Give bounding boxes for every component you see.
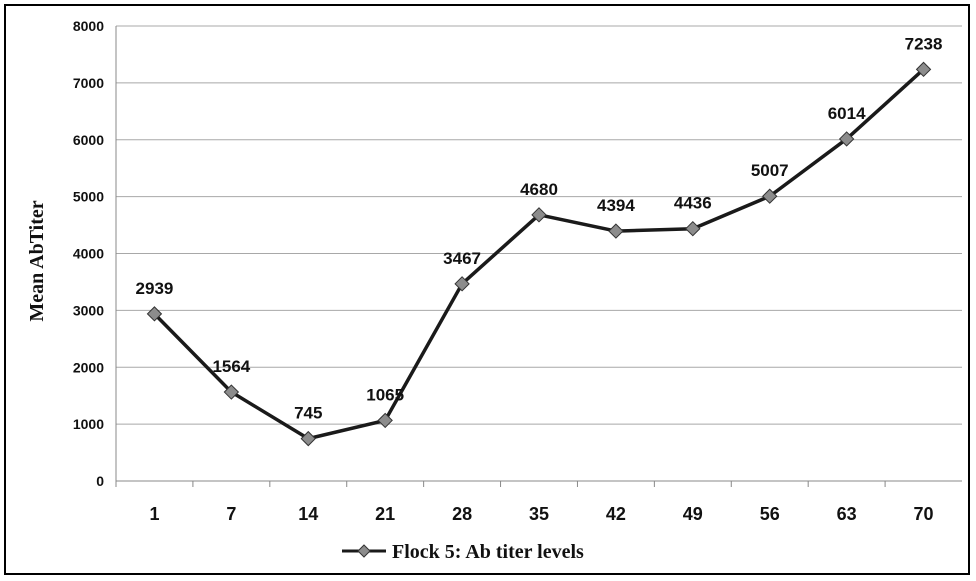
x-tick-label: 28 (452, 504, 472, 524)
x-tick-label: 21 (375, 504, 395, 524)
y-tick-label: 2000 (73, 359, 104, 375)
x-tick-label: 42 (606, 504, 626, 524)
data-point-marker (838, 131, 855, 147)
data-point-marker (146, 306, 163, 322)
y-tick-label: 0 (96, 473, 104, 489)
x-tick-label: 49 (683, 504, 703, 524)
series-group (146, 61, 932, 447)
data-point-marker (300, 430, 316, 447)
data-label: 1065 (366, 385, 404, 404)
data-label: 5007 (751, 161, 789, 180)
x-tick-label: 1 (149, 504, 159, 524)
data-label: 3467 (443, 249, 481, 268)
gridlines (115, 25, 962, 482)
x-axis-ticks: 1 7 14 21 28 35 42 49 56 63 70 (115, 481, 934, 524)
x-tick-label: 70 (914, 504, 934, 524)
y-tick-label: 5000 (73, 189, 104, 205)
data-label: 4394 (597, 196, 635, 215)
y-tick-label: 3000 (73, 302, 104, 318)
data-point-marker (377, 412, 393, 429)
data-point-marker (915, 61, 932, 78)
data-label: 6014 (828, 104, 866, 123)
data-label: 745 (294, 404, 322, 423)
data-label: 4436 (674, 194, 712, 213)
x-tick-label: 14 (298, 504, 318, 524)
data-label: 4680 (520, 180, 558, 199)
data-point-marker (685, 220, 701, 237)
data-point-marker (223, 384, 240, 400)
data-point-marker (531, 207, 547, 223)
legend-diamond-marker (357, 544, 371, 558)
data-point-marker (608, 223, 624, 239)
y-axis-ticks: 0 1000 2000 3000 4000 5000 6000 7000 8000 (73, 18, 104, 489)
y-tick-label: 1000 (73, 416, 104, 432)
x-tick-label: 35 (529, 504, 549, 524)
data-point-marker (454, 276, 470, 292)
y-tick-label: 8000 (73, 18, 104, 34)
data-label: 2939 (136, 279, 174, 298)
x-tick-label: 56 (760, 504, 780, 524)
legend-label: Flock 5: Ab titer levels (392, 541, 584, 563)
data-label: 1564 (212, 357, 250, 376)
data-point-marker (762, 188, 778, 204)
y-tick-label: 4000 (73, 246, 104, 262)
x-tick-label: 7 (226, 504, 236, 524)
x-tick-label: 63 (837, 504, 857, 524)
chart-frame (4, 4, 970, 575)
y-tick-label: 6000 (73, 132, 104, 148)
data-label: 7238 (905, 34, 943, 53)
data-labels: 2939 1564 745 1065 3467 4680 4394 4436 5007 6014 7… (136, 34, 943, 422)
y-tick-label: 7000 (73, 75, 104, 91)
y-axis-label: Mean AbTiter (26, 200, 48, 321)
legend: Flock 5: Ab titer levels (342, 541, 584, 563)
